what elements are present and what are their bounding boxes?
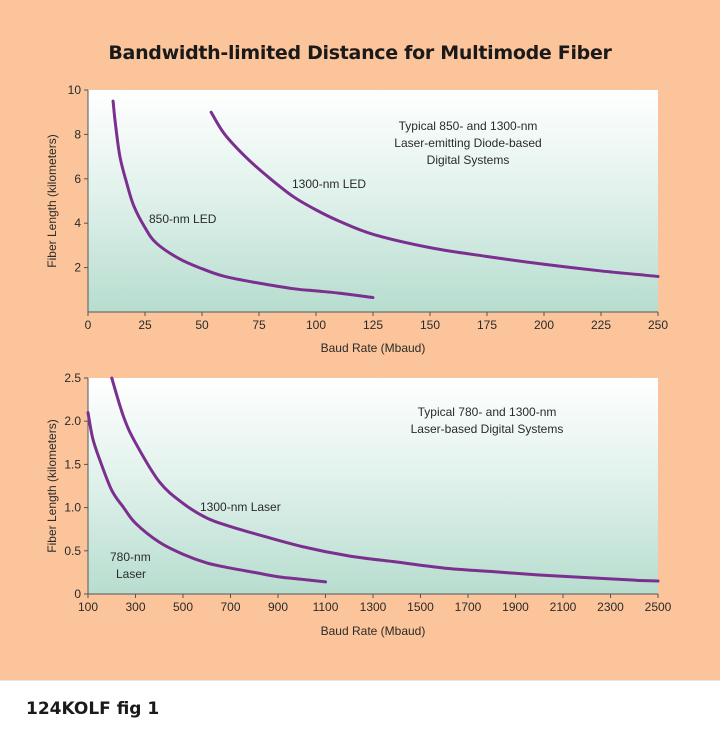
annotation-bottom-line-1: Typical 780- and 1300-nm: [418, 405, 557, 419]
y-tick-label: 4: [74, 216, 81, 230]
charts-svg: 0 25 50 75 100 125 150 175 200 225 250 2 4 6 8 10 Baud…: [45, 83, 672, 638]
figure-caption: 124KOLF fig 1: [26, 699, 160, 719]
x-tick-label: 1500: [407, 600, 434, 614]
y-tick-label: 2.0: [64, 414, 81, 428]
chart-top: 0 25 50 75 100 125 150 175 200 225 250 2 4 6 8 10 Baud…: [45, 83, 668, 355]
x-tick-label: 225: [591, 318, 611, 332]
x-tick-label: 1100: [313, 600, 339, 614]
y-axis-label-bottom: Fiber Length (kilometers): [45, 419, 59, 552]
y-tick-label: 2.5: [64, 371, 81, 385]
caption-bar: 124KOLF fig 1: [0, 680, 720, 734]
series-line-850-nm-led: [111, 99, 375, 300]
chart-title: Bandwidth-limited Distance for Multimode…: [108, 42, 612, 64]
x-tick-label: 900: [268, 600, 288, 614]
y-tick-label: 10: [68, 83, 82, 97]
x-tick-label: 0: [85, 318, 92, 332]
x-tick-label: 100: [306, 318, 326, 332]
series-line-780-nm-laser: [86, 411, 327, 584]
plot-area-bottom: [88, 378, 658, 594]
x-tick-label: 175: [477, 318, 497, 332]
x-tick-label: 250: [648, 318, 668, 332]
series-label-780nm-laser-line-2: Laser: [116, 567, 146, 581]
x-tick-label: 500: [173, 600, 193, 614]
annotation-top-line-3: Digital Systems: [427, 153, 510, 167]
chart-bottom: 100 300 500 700 900 1100 1300 1500 1700 1900 2100 2…: [45, 371, 672, 638]
figure-panel: Bandwidth-limited Distance for Multimode…: [0, 0, 720, 680]
series-label-780nm-laser-line-1: 780-nm: [110, 550, 151, 564]
y-tick-label: 1.0: [64, 501, 81, 515]
x-tick-label: 100: [78, 600, 98, 614]
annotation-bottom-line-2: Laser-based Digital Systems: [411, 422, 564, 436]
y-tick-label: 6: [74, 172, 81, 186]
annotation-top-line-1: Typical 850- and 1300-nm: [399, 119, 538, 133]
y-tick-label: 1.5: [64, 457, 81, 471]
x-axis-label-bottom: Baud Rate (Mbaud): [321, 624, 426, 638]
series-label-1300nm-laser: 1300-nm Laser: [200, 500, 281, 514]
x-tick-label: 2100: [550, 600, 577, 614]
y-tick-label: 0.5: [64, 544, 81, 558]
x-tick-label: 75: [252, 318, 266, 332]
x-tick-label: 300: [125, 600, 145, 614]
y-tick-label: 8: [74, 127, 81, 141]
x-tick-label: 50: [195, 318, 209, 332]
x-tick-label: 200: [534, 318, 554, 332]
y-tick-label: 2: [74, 261, 81, 275]
x-tick-label: 2500: [645, 600, 672, 614]
x-axis-label-top: Baud Rate (Mbaud): [321, 341, 426, 355]
y-axis-label-top: Fiber Length (kilometers): [45, 134, 59, 267]
series-line-1300-nm-laser: [110, 376, 660, 583]
series-label-850nm-led: 850-nm LED: [149, 212, 217, 226]
x-tick-label: 700: [220, 600, 240, 614]
annotation-top-line-2: Laser-emitting Diode-based: [394, 136, 541, 150]
series-line-1300-nm-led: [209, 110, 660, 278]
series-label-1300nm-led: 1300-nm LED: [292, 177, 366, 191]
x-tick-label: 1700: [455, 600, 482, 614]
x-tick-label: 125: [363, 318, 383, 332]
plot-area-top: [88, 90, 658, 312]
y-tick-label: 0: [74, 587, 81, 601]
x-tick-label: 2300: [597, 600, 624, 614]
x-tick-label: 1900: [502, 600, 529, 614]
x-tick-label: 150: [420, 318, 440, 332]
x-tick-label: 25: [138, 318, 152, 332]
x-tick-label: 1300: [360, 600, 387, 614]
